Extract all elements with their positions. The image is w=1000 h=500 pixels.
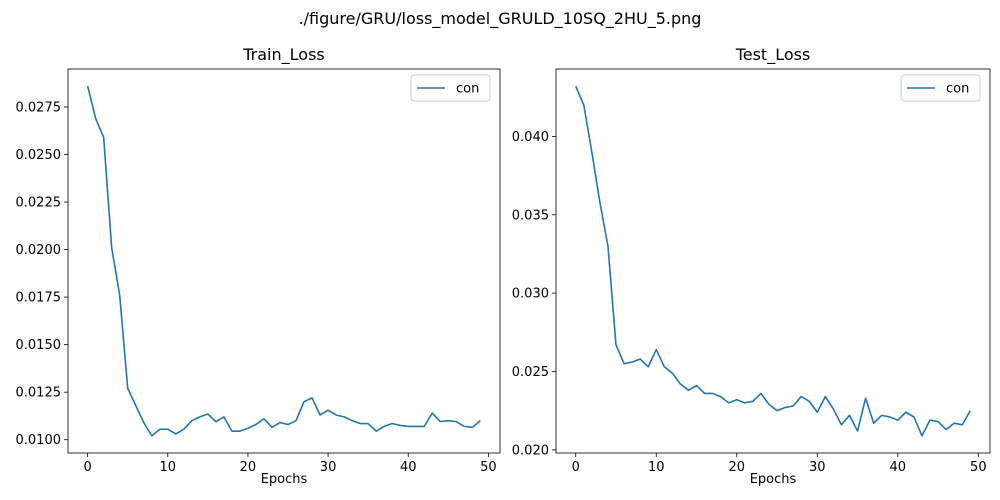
test-x-tick-label: 20	[728, 460, 745, 475]
train-x-tick-label: 10	[160, 460, 177, 475]
train-y-tick-label: 0.0125	[16, 386, 62, 401]
test-loss-series-con	[574, 85, 971, 437]
test-x-tick-label: 30	[809, 460, 826, 475]
test-legend-label: con	[946, 82, 969, 97]
test-x-tick-label: 40	[890, 460, 907, 475]
train-loss-series-con	[86, 85, 481, 437]
train-y-tick-label: 0.0275	[16, 101, 62, 116]
test-plot-frame	[555, 68, 991, 454]
test-y-tick-label: 0.035	[512, 208, 549, 223]
train-legend-label: con	[456, 82, 479, 97]
train-y-tick-label: 0.0200	[16, 243, 62, 258]
train-y-tick-label: 0.0100	[16, 433, 62, 448]
train-x-tick-label: 30	[320, 460, 337, 475]
test-x-tick-label: 50	[970, 460, 987, 475]
test-x-tick-label: 10	[648, 460, 665, 475]
test-y-tick-label: 0.020	[512, 443, 549, 458]
train-loss-plot-area: 0 10 20 30 40 50 0.0100 0.0125 0.0150 0.0175 0.020…	[16, 68, 501, 475]
train-loss-xlabel: Epochs	[261, 472, 308, 487]
train-y-tick-label: 0.0175	[16, 291, 62, 306]
train-loss-title: Train_Loss	[242, 45, 324, 65]
test-x-tick-label: 0	[572, 460, 580, 475]
train-x-tick-label: 50	[480, 460, 497, 475]
test-y-tick-label: 0.030	[512, 287, 549, 302]
test-loss-plot-area: 0 10 20 30 40 50 0.020 0.025 0.030 0.035 0.040 con	[512, 68, 991, 475]
test-legend	[900, 74, 981, 102]
train-x-tick-label: 40	[400, 460, 417, 475]
test-y-tick-label: 0.040	[512, 130, 549, 145]
train-y-tick-label: 0.0250	[16, 148, 62, 163]
train-y-tick-label: 0.0150	[16, 338, 62, 353]
train-y-tick-label: 0.0225	[16, 196, 62, 211]
test-y-tick-label: 0.025	[512, 365, 549, 380]
train-loss-panel: Train_Loss Epochs 0 10 20 30 40 50 0.0100 0.012…	[16, 45, 501, 487]
train-x-tick-label: 20	[240, 460, 257, 475]
train-plot-frame	[67, 68, 501, 454]
test-loss-xlabel: Epochs	[750, 472, 797, 487]
test-loss-title: Test_Loss	[735, 45, 811, 65]
train-x-tick-label: 0	[83, 460, 91, 475]
train-legend	[410, 74, 491, 102]
test-loss-panel: Test_Loss Epochs 0 10 20 30 40 50 0.020 0.025 0.…	[512, 45, 991, 487]
figure-suptitle: ./figure/GRU/loss_model_GRULD_10SQ_2HU_5…	[299, 9, 702, 29]
